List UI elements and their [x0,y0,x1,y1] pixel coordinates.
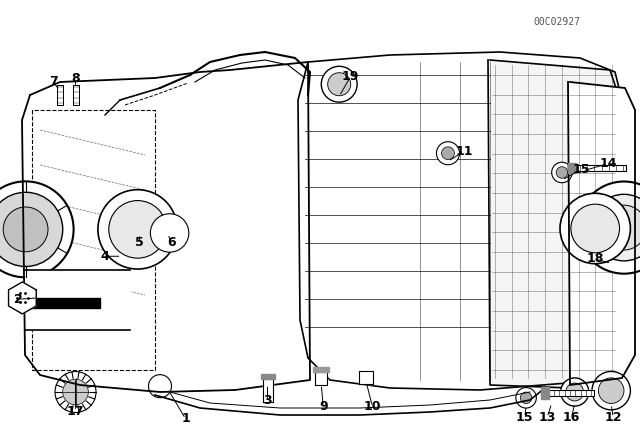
Circle shape [592,371,630,410]
Circle shape [328,73,351,96]
Polygon shape [8,282,36,314]
Circle shape [516,388,536,408]
Text: 00C02927: 00C02927 [533,17,580,26]
Circle shape [63,379,88,405]
Text: 11: 11 [455,145,473,158]
Text: 10: 10 [364,400,381,414]
Text: 18: 18 [586,252,604,266]
Circle shape [442,147,454,159]
Polygon shape [568,163,576,173]
Text: 8: 8 [71,72,80,85]
Text: 15: 15 [516,411,534,424]
Circle shape [556,167,568,178]
Text: 12: 12 [604,411,622,424]
Circle shape [591,194,640,261]
Polygon shape [488,60,620,388]
Polygon shape [22,62,310,392]
Text: 1: 1 [181,412,190,426]
Circle shape [552,162,572,183]
Polygon shape [568,82,635,385]
Circle shape [55,371,96,413]
Text: 6: 6 [167,236,176,250]
Polygon shape [298,52,622,390]
Text: 9: 9 [319,400,328,414]
Text: 13: 13 [538,411,556,424]
Circle shape [602,205,640,250]
Circle shape [598,378,624,404]
Circle shape [321,66,357,102]
Circle shape [571,204,620,253]
Circle shape [13,289,32,307]
Polygon shape [549,390,594,396]
Text: 16: 16 [563,411,580,424]
Polygon shape [576,165,626,171]
Text: 17: 17 [67,405,84,418]
Text: 7: 7 [49,75,58,88]
Polygon shape [56,85,63,105]
Polygon shape [541,388,549,399]
Text: 3: 3 [263,394,272,408]
Polygon shape [314,367,329,372]
Polygon shape [32,110,155,370]
Text: 2: 2 [13,293,22,306]
Polygon shape [25,270,130,330]
Circle shape [109,201,166,258]
Polygon shape [72,85,79,105]
Circle shape [98,190,177,269]
Polygon shape [359,370,373,383]
Circle shape [578,181,640,274]
Text: 15: 15 [572,163,590,176]
Polygon shape [316,372,327,385]
Circle shape [561,378,589,406]
Circle shape [0,192,63,267]
Circle shape [150,214,189,252]
Text: 19: 19 [342,69,360,83]
Text: 4: 4 [100,250,109,263]
Circle shape [566,383,584,401]
Text: 5: 5 [135,236,144,250]
Circle shape [0,181,74,277]
Polygon shape [25,298,100,308]
Polygon shape [262,379,273,402]
Circle shape [520,392,532,404]
Circle shape [148,375,172,398]
Circle shape [560,193,630,264]
Circle shape [436,142,460,165]
Text: 14: 14 [599,157,617,170]
Circle shape [3,207,48,252]
Polygon shape [260,375,275,379]
